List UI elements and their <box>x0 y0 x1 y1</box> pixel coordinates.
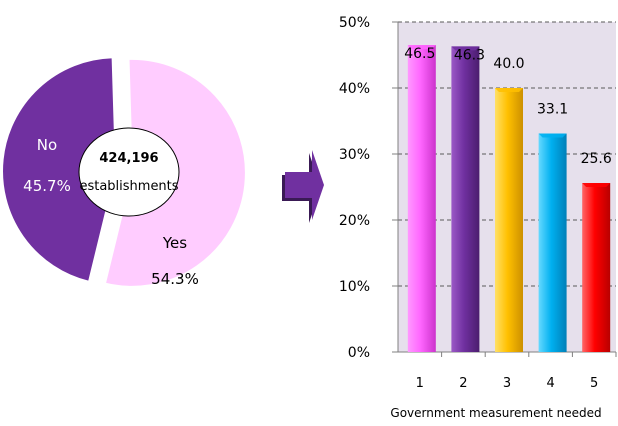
y-tick-label: 30% <box>339 147 370 163</box>
y-tick-label: 50% <box>339 15 370 31</box>
pie-label-no: No <box>37 136 57 154</box>
pie-percent-yes: 54.3% <box>151 270 199 288</box>
pie-center-value: 424,196 <box>99 151 158 166</box>
bar-top <box>582 183 611 188</box>
pie-slice-no <box>1 56 118 284</box>
category-labels: 1 2 3 4 5 <box>416 352 617 391</box>
y-tick-label: 40% <box>339 81 370 97</box>
category-label: 3 <box>503 376 511 391</box>
x-axis-title: Government measurement needed <box>390 406 601 420</box>
bar-1 <box>407 45 436 352</box>
value-labels: 46.5 46.3 40.0 33.1 25.6 <box>404 46 612 167</box>
bar-chart: 0% 10% 20% 30% 40% 50% 46.5 46.3 40.0 33.1 25.6 1… <box>339 15 617 420</box>
category-label: 5 <box>590 376 598 391</box>
category-label: 2 <box>459 376 467 391</box>
pie-label-yes: Yes <box>162 234 187 252</box>
pie-chart: 424,196 establishments No 45.7% Yes 54.3… <box>1 56 247 288</box>
y-axis-ticks: 0% 10% 20% 30% 40% 50% <box>339 15 398 361</box>
value-label: 46.3 <box>454 47 485 63</box>
pie-percent-no: 45.7% <box>23 177 71 195</box>
value-label: 33.1 <box>537 102 568 118</box>
y-tick-label: 0% <box>348 345 370 361</box>
y-tick-label: 10% <box>339 279 370 295</box>
bar-top <box>538 133 567 138</box>
y-tick-label: 20% <box>339 213 370 229</box>
bar-5 <box>582 183 611 352</box>
bar-top <box>451 46 480 51</box>
bars <box>407 45 611 353</box>
bar-2 <box>451 46 480 353</box>
value-label: 25.6 <box>581 151 612 167</box>
pie-center-label: establishments <box>79 179 178 194</box>
category-label: 4 <box>546 376 554 391</box>
bar-3 <box>495 88 523 352</box>
value-label: 40.0 <box>493 56 524 72</box>
bar-top <box>495 88 523 92</box>
category-label: 1 <box>416 376 424 391</box>
value-label: 46.5 <box>404 46 435 62</box>
arrow-right-icon <box>282 150 324 223</box>
bar-top <box>407 45 436 50</box>
bar-4 <box>538 133 567 352</box>
pie-center-circle <box>78 127 180 217</box>
